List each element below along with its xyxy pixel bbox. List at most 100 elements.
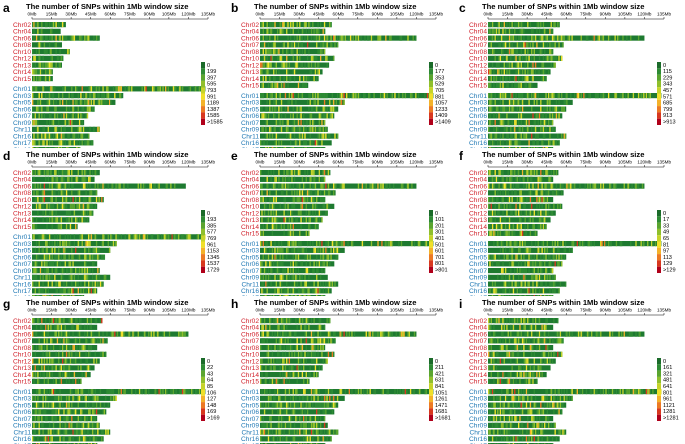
x-tick-label: 15Mb bbox=[46, 308, 58, 313]
snp-window bbox=[59, 288, 61, 294]
snp-window bbox=[48, 35, 51, 41]
snp-window bbox=[499, 203, 502, 209]
snp-window bbox=[60, 288, 63, 294]
snp-window bbox=[291, 170, 293, 176]
snp-window bbox=[75, 247, 77, 253]
snp-window bbox=[394, 93, 396, 99]
legend-swatch bbox=[201, 376, 205, 384]
snp-window bbox=[517, 126, 520, 132]
chromosome-label: Chr08 bbox=[13, 190, 31, 197]
legend-swatch bbox=[429, 228, 433, 236]
snp-window bbox=[88, 234, 90, 240]
snp-window bbox=[271, 224, 274, 230]
x-tick-label: 0Mb bbox=[484, 160, 493, 165]
panel-h: h The number of SNPs within 1Mb window si… bbox=[230, 296, 458, 444]
snp-window bbox=[274, 345, 276, 351]
snp-window bbox=[316, 261, 318, 267]
snp-window bbox=[289, 35, 292, 41]
snp-window bbox=[76, 389, 78, 395]
snp-window bbox=[291, 203, 293, 209]
snp-window bbox=[37, 28, 39, 34]
snp-window bbox=[280, 22, 283, 28]
snp-window bbox=[316, 93, 318, 99]
snp-window bbox=[303, 217, 305, 223]
snp-window bbox=[45, 402, 47, 408]
x-tick-label: 105Mb bbox=[390, 12, 404, 17]
snp-window bbox=[540, 35, 542, 41]
snp-window bbox=[90, 345, 93, 351]
snp-window bbox=[313, 170, 315, 176]
snp-window bbox=[102, 254, 104, 260]
snp-window bbox=[86, 254, 89, 260]
chromosome-label: Chr12 bbox=[469, 210, 487, 217]
snp-window bbox=[313, 288, 315, 294]
snp-window bbox=[91, 203, 94, 209]
snp-window bbox=[593, 35, 595, 41]
snp-window bbox=[490, 120, 492, 126]
snp-window bbox=[81, 133, 83, 139]
snp-window bbox=[288, 358, 291, 364]
snp-window bbox=[75, 318, 77, 324]
snp-window bbox=[269, 62, 271, 68]
snp-window bbox=[308, 288, 310, 294]
snp-window bbox=[76, 338, 78, 344]
snp-window bbox=[86, 35, 89, 41]
snp-window bbox=[72, 358, 74, 364]
snp-window bbox=[73, 99, 76, 105]
snp-window bbox=[99, 402, 102, 408]
snp-window bbox=[276, 331, 279, 337]
snp-window bbox=[81, 241, 83, 247]
snp-window bbox=[58, 331, 60, 337]
snp-window bbox=[55, 288, 57, 294]
snp-window bbox=[321, 42, 323, 48]
snp-window bbox=[525, 93, 528, 99]
chromosome-label: Chr14 bbox=[469, 224, 487, 231]
snp-window bbox=[56, 324, 59, 330]
snp-window bbox=[274, 288, 276, 294]
snp-window bbox=[77, 268, 79, 274]
snp-window bbox=[263, 140, 266, 146]
snp-window bbox=[515, 147, 517, 148]
snp-window bbox=[399, 35, 401, 41]
snp-window bbox=[303, 82, 305, 88]
snp-window bbox=[276, 274, 279, 280]
snp-window bbox=[89, 106, 91, 112]
snp-window bbox=[289, 76, 292, 82]
snp-window bbox=[330, 281, 332, 287]
snp-window bbox=[635, 241, 637, 247]
snp-window bbox=[134, 389, 137, 395]
snp-window bbox=[84, 247, 86, 253]
snp-window bbox=[546, 35, 549, 41]
snp-window bbox=[38, 203, 40, 209]
snp-window bbox=[319, 35, 322, 41]
snp-window bbox=[299, 274, 301, 280]
snp-window bbox=[164, 183, 167, 189]
snp-window bbox=[45, 234, 47, 240]
snp-window bbox=[306, 35, 309, 41]
snp-window bbox=[42, 86, 44, 92]
snp-window bbox=[266, 351, 268, 357]
snp-window bbox=[72, 133, 74, 139]
legend-swatch bbox=[429, 247, 433, 255]
snp-window bbox=[95, 86, 98, 92]
snp-window bbox=[542, 35, 545, 41]
snp-window bbox=[512, 147, 515, 148]
snp-window bbox=[300, 113, 302, 119]
chromosome-track bbox=[32, 224, 78, 230]
chromosome-label: Chr15 bbox=[13, 76, 31, 83]
snp-window bbox=[532, 268, 534, 274]
snp-window bbox=[296, 281, 298, 287]
snp-window bbox=[137, 183, 139, 189]
snp-window bbox=[124, 234, 126, 240]
snp-window bbox=[299, 210, 301, 216]
snp-window bbox=[547, 210, 550, 216]
snp-window bbox=[291, 274, 293, 280]
snp-window bbox=[279, 295, 281, 296]
snp-window bbox=[326, 318, 328, 324]
snp-window bbox=[592, 183, 594, 189]
x-tick-label: 135Mb bbox=[201, 160, 215, 165]
snp-window bbox=[282, 247, 284, 253]
snp-window bbox=[88, 203, 90, 209]
snp-window bbox=[55, 62, 57, 68]
snp-window bbox=[111, 234, 113, 240]
